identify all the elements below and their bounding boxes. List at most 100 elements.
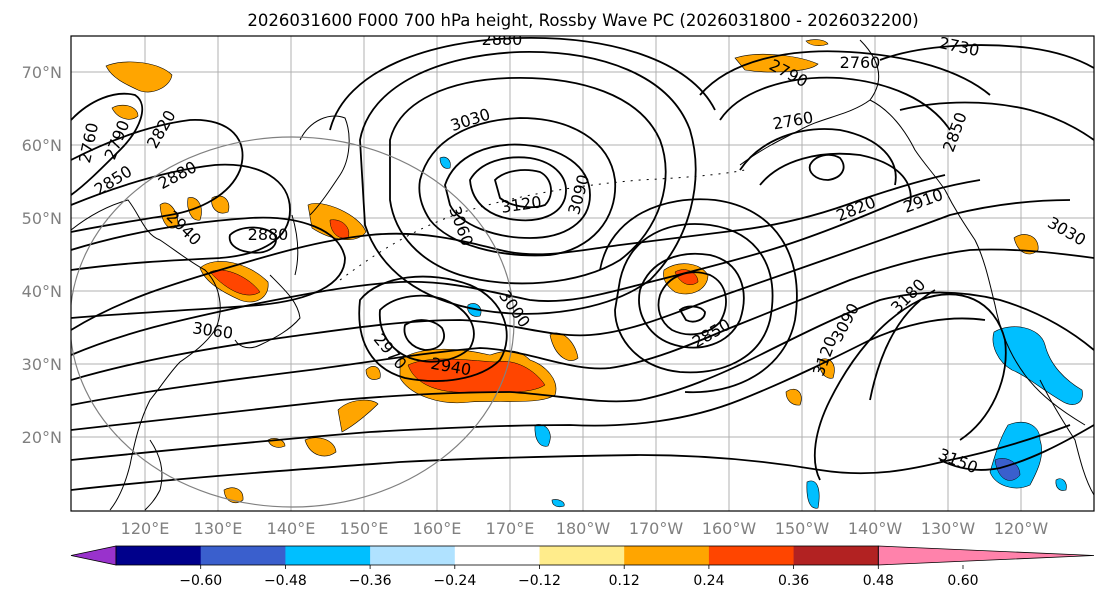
positive-anomaly-region <box>111 104 139 120</box>
positive-anomaly-region <box>211 195 230 214</box>
colorbar-segment <box>708 546 795 565</box>
contour-line <box>739 128 897 186</box>
colorbar-segment <box>454 546 540 565</box>
contour-line <box>469 156 567 222</box>
contour-line <box>71 248 1094 406</box>
colorbar-tick-label: −0.36 <box>349 573 392 589</box>
contour-line <box>759 152 912 206</box>
colorbar-tick-label: −0.60 <box>179 573 222 589</box>
negative-anomaly-region <box>806 480 820 509</box>
colorbar-segment <box>539 546 625 565</box>
negative-anomaly-region <box>992 326 1083 405</box>
contour-label: 2760 <box>840 53 881 72</box>
colorbar-tick-label: 0.36 <box>778 573 809 589</box>
figure-title: 2026031600 F000 700 hPa height, Rossby W… <box>247 11 918 30</box>
lat-label: 50°N <box>22 209 62 228</box>
colorbar-tick-label: 0.12 <box>609 573 640 589</box>
colorbar-tick-label: −0.24 <box>433 573 476 589</box>
contour-line <box>699 50 991 96</box>
map-panel: 2880 2730 2760 2790 3030 2760 2760 2790 … <box>22 30 1095 538</box>
contour-line <box>614 223 774 374</box>
contour-line <box>228 226 277 254</box>
negative-anomaly-region <box>551 499 565 508</box>
lon-label: 150°W <box>775 519 830 538</box>
contour-line <box>939 424 1094 471</box>
lon-label: 180°W <box>556 519 611 538</box>
lon-label: 150°E <box>340 519 389 538</box>
colorbar-segment <box>285 546 371 565</box>
map-frame <box>70 35 1095 512</box>
positive-anomaly-region <box>304 437 337 457</box>
colorbar-segment <box>624 546 710 565</box>
latitude-labels: 70°N 60°N 50°N 40°N 30°N 20°N <box>22 63 62 447</box>
negative-anomaly-region <box>1055 478 1067 491</box>
lat-label: 30°N <box>22 355 62 374</box>
lon-label: 160°E <box>413 519 462 538</box>
contour-line <box>444 143 591 239</box>
colorbar-segment <box>370 546 456 565</box>
lon-label: 130°E <box>194 519 243 538</box>
contour-line <box>358 275 508 382</box>
contour-label: 2880 <box>482 30 523 49</box>
positive-anomaly-region <box>209 269 261 296</box>
lat-label: 20°N <box>22 428 62 447</box>
positive-anomaly-region <box>105 61 173 93</box>
positive-anomaly-region <box>734 53 819 73</box>
reference-circle <box>71 136 515 508</box>
colorbar-frame <box>115 545 879 566</box>
lon-label: 140°E <box>267 519 316 538</box>
negative-anomaly-region <box>439 156 451 169</box>
contour-line <box>71 92 144 196</box>
north-america-west-coast <box>944 189 1086 426</box>
colorbar: −0.60 −0.48 −0.36 −0.24 −0.12 0.12 0.24 0.36 0.4… <box>70 545 1095 589</box>
colorbar-tick-label: 0.24 <box>693 573 724 589</box>
contour-line <box>493 169 552 209</box>
positive-anomaly-region <box>407 358 546 393</box>
colorbar-segment <box>116 546 202 565</box>
philippines-coastline <box>144 439 163 511</box>
lon-label: 120°E <box>121 519 170 538</box>
contour-line <box>719 76 951 131</box>
contour-line <box>657 271 727 336</box>
contour-line <box>678 305 706 323</box>
contour-line <box>71 424 1071 491</box>
lon-label: 130°W <box>921 519 976 538</box>
lat-label: 70°N <box>22 63 62 82</box>
positive-anomaly-region <box>365 366 381 380</box>
asia-coastline <box>71 199 221 511</box>
positive-anomaly-region <box>785 388 802 406</box>
colorbar-segment <box>793 546 879 565</box>
height-contours <box>71 37 1094 491</box>
lon-label: 160°W <box>702 519 757 538</box>
contour-line <box>418 117 617 257</box>
lon-label: 170°E <box>486 519 535 538</box>
contour-line <box>899 101 1094 141</box>
contour-line <box>71 119 244 233</box>
contour-line <box>403 319 445 351</box>
contour-line <box>638 252 745 349</box>
gridlines <box>71 36 1094 511</box>
colorbar-extend-low <box>70 545 117 566</box>
contour-line <box>389 76 667 285</box>
colorbar-extend-high <box>877 545 1095 566</box>
contour-line <box>329 37 716 131</box>
contour-line <box>71 199 1071 381</box>
contour-line <box>71 174 946 331</box>
contour-line <box>378 294 475 363</box>
colorbar-tick-label: −0.48 <box>264 573 307 589</box>
positive-anomaly-region <box>1013 234 1039 255</box>
lat-label: 40°N <box>22 282 62 301</box>
contour-line <box>71 163 291 271</box>
baja-coastline <box>1039 379 1094 496</box>
contour-line <box>71 291 1094 431</box>
longitude-labels: 120°E 130°E 140°E 150°E 160°E 170°E 180°… <box>121 519 1049 538</box>
positive-anomaly-region <box>337 399 379 433</box>
kamchatka-coastline <box>299 115 350 216</box>
colorbar-tick-label: 0.60 <box>947 573 978 589</box>
negative-anomaly-region <box>467 303 482 317</box>
colorbar-segment <box>200 546 286 565</box>
lon-label: 140°W <box>848 519 903 538</box>
contour-line <box>879 44 1094 69</box>
japan-coastline <box>234 274 301 349</box>
